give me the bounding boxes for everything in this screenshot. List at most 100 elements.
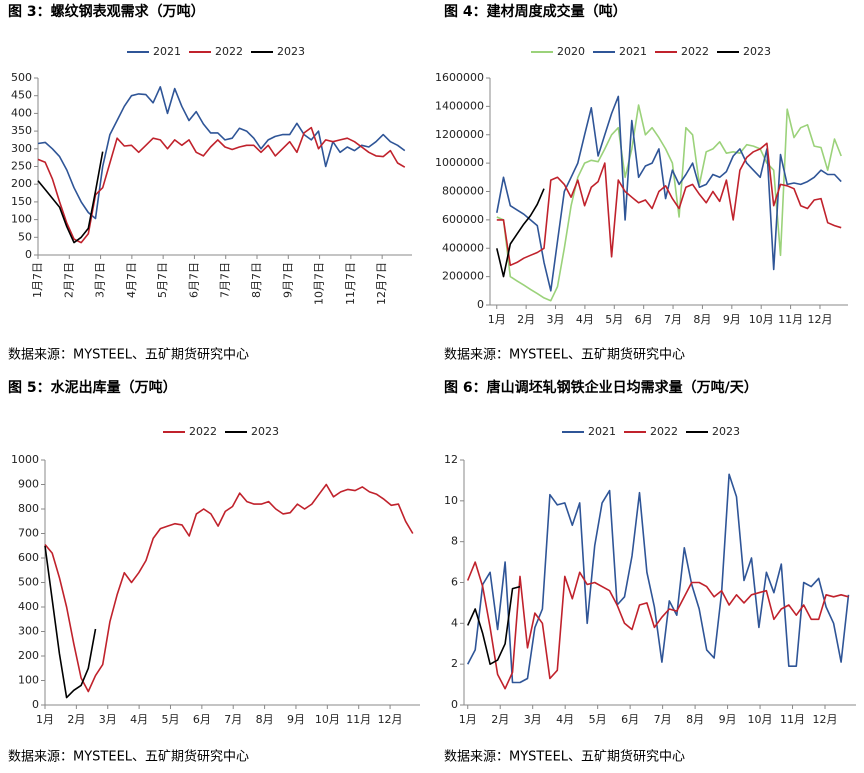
x-tick-label: 3月 (547, 313, 565, 326)
x-tick-label: 3月7日 (94, 262, 107, 298)
x-tick-label: 2月 (517, 313, 535, 326)
x-tick-label: 9月7日 (281, 262, 294, 298)
series-line (37, 151, 104, 244)
x-tick-label: 12月 (813, 713, 838, 726)
x-tick-label: 10月7日 (313, 262, 326, 305)
y-tick-label: 800 (18, 502, 39, 515)
x-tick-label: 10月 (749, 313, 774, 326)
x-tick-label: 6月7日 (187, 262, 200, 298)
legend-label: 2021 (153, 45, 181, 58)
y-tick-label: 100 (11, 213, 32, 226)
y-tick-label: 600 (18, 551, 39, 564)
y-tick-label: 2 (451, 657, 458, 670)
x-tick-label: 1月 (459, 713, 477, 726)
x-tick-label: 3月 (99, 713, 117, 726)
x-tick-label: 7月 (654, 713, 672, 726)
series-line (466, 561, 849, 690)
y-tick-label: 200 (11, 177, 32, 190)
x-tick-label: 7月 (664, 313, 682, 326)
y-tick-label: 400 (11, 106, 32, 119)
x-tick-label: 11月 (346, 713, 371, 726)
legend-label: 2021 (588, 425, 616, 438)
legend-label: 2021 (619, 45, 647, 58)
legend-label: 2022 (189, 425, 217, 438)
y-tick-label: 300 (11, 142, 32, 155)
legend-label: 2023 (743, 45, 771, 58)
legend-label: 2022 (681, 45, 709, 58)
x-tick-label: 11月 (778, 313, 803, 326)
x-tick-label: 5月 (589, 713, 607, 726)
source-note: 数据来源：MYSTEEL、五矿期货研究中心 (444, 347, 685, 363)
series-line (496, 104, 842, 302)
legend-label: 2023 (277, 45, 305, 58)
y-tick-label: 0 (451, 698, 458, 711)
y-tick-label: 450 (11, 89, 32, 102)
y-tick-label: 6 (451, 576, 458, 589)
x-tick-label: 2月 (491, 713, 509, 726)
x-tick-label: 6月 (621, 713, 639, 726)
x-tick-label: 8月7日 (250, 262, 263, 298)
y-tick-label: 1000 (11, 453, 39, 466)
legend-label: 2022 (650, 425, 678, 438)
series-line (37, 126, 406, 244)
series-line (496, 142, 842, 267)
y-tick-label: 1600000 (435, 71, 484, 84)
chart-title: 图 4：建材周度成交量（吨） (444, 3, 627, 20)
y-tick-label: 200000 (442, 270, 484, 283)
y-tick-label: 350 (11, 124, 32, 137)
x-tick-label: 12月7日 (375, 262, 388, 305)
x-tick-label: 8月 (256, 713, 274, 726)
x-tick-label: 7月7日 (219, 262, 232, 298)
series-line (44, 483, 414, 693)
x-tick-label: 4月7日 (125, 262, 138, 298)
x-tick-label: 2月7日 (62, 262, 75, 298)
y-tick-label: 700 (18, 527, 39, 540)
x-tick-label: 1月 (36, 713, 54, 726)
chart-title: 图 6：唐山调坯轧钢铁企业日均需求量（万吨/天） (444, 379, 758, 396)
x-tick-label: 5月 (161, 713, 179, 726)
series-line (496, 188, 545, 278)
x-tick-label: 1月 (488, 313, 506, 326)
legend-label: 2022 (215, 45, 243, 58)
y-tick-label: 0 (25, 248, 32, 261)
x-tick-label: 11月 (780, 713, 805, 726)
y-tick-label: 400000 (442, 241, 484, 254)
x-tick-label: 3月 (524, 713, 542, 726)
series-line (37, 86, 406, 220)
y-tick-label: 10 (444, 494, 458, 507)
x-tick-label: 4月 (130, 713, 148, 726)
x-tick-label: 6月 (193, 713, 211, 726)
y-tick-label: 0 (32, 698, 39, 711)
y-tick-label: 200 (18, 649, 39, 662)
y-tick-label: 250 (11, 160, 32, 173)
x-tick-label: 5月 (605, 313, 623, 326)
x-tick-label: 10月 (748, 713, 773, 726)
legend-label: 2023 (712, 425, 740, 438)
series-line (496, 95, 842, 292)
source-note: 数据来源：MYSTEEL、五矿期货研究中心 (8, 749, 249, 765)
chart-title: 图 3：螺纹钢表观需求（万吨） (8, 3, 205, 20)
x-tick-label: 10月 (315, 713, 340, 726)
x-tick-label: 9月 (719, 713, 737, 726)
x-tick-label: 8月 (693, 313, 711, 326)
x-tick-label: 12月 (807, 313, 832, 326)
x-tick-label: 11月7日 (344, 262, 357, 305)
y-tick-label: 1000000 (435, 156, 484, 169)
y-tick-label: 8 (451, 535, 458, 548)
y-tick-label: 150 (11, 195, 32, 208)
chart-title: 图 5：水泥出库量（万吨） (8, 379, 177, 396)
y-tick-label: 100 (18, 674, 39, 687)
x-tick-label: 2月 (67, 713, 85, 726)
y-tick-label: 500 (11, 71, 32, 84)
x-tick-label: 4月 (576, 313, 594, 326)
x-tick-label: 6月 (635, 313, 653, 326)
series-line (466, 473, 850, 684)
y-tick-label: 4 (451, 616, 458, 629)
y-tick-label: 50 (18, 230, 32, 243)
x-tick-label: 5月7日 (156, 262, 169, 298)
source-note: 数据来源：MYSTEEL、五矿期货研究中心 (444, 749, 685, 765)
y-tick-label: 1200000 (435, 128, 484, 141)
y-tick-label: 600000 (442, 213, 484, 226)
series-line (466, 585, 521, 665)
